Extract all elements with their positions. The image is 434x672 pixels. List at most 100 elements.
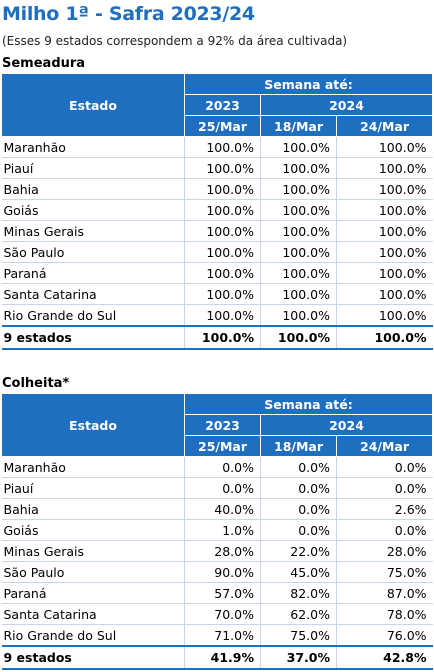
- cell-estado: São Paulo: [1, 241, 185, 263]
- cell-value: 2.6%: [335, 498, 433, 520]
- header-year-2023: 2023: [184, 94, 261, 116]
- cell-value: 100.0%: [184, 262, 261, 284]
- cell-value: 75.0%: [260, 624, 337, 647]
- cell-value: 100.0%: [260, 220, 337, 242]
- cell-value: 100.0%: [335, 283, 433, 305]
- table-total-row: 9 estados 41.9% 37.0% 42.8%: [1, 645, 433, 670]
- table-row: Santa Catarina 70.0% 62.0% 78.0%: [1, 603, 433, 625]
- cell-value: 76.0%: [335, 624, 433, 647]
- header-estado: Estado: [1, 73, 185, 137]
- cell-value: 100.0%: [335, 262, 433, 284]
- cell-value: 100.0%: [184, 283, 261, 305]
- cell-estado: Minas Gerais: [1, 540, 185, 562]
- table-row: Goiás 100.0% 100.0% 100.0%: [1, 199, 433, 221]
- cell-value: 90.0%: [184, 561, 261, 583]
- header-date: 25/Mar: [184, 115, 261, 137]
- cell-value: 100.0%: [335, 178, 433, 200]
- cell-value: 71.0%: [184, 624, 261, 647]
- cell-estado: Maranhão: [1, 136, 185, 158]
- cell-value: 100.0%: [335, 241, 433, 263]
- table-row: São Paulo 100.0% 100.0% 100.0%: [1, 241, 433, 263]
- page-subtitle: (Esses 9 estados correspondem a 92% da á…: [2, 34, 348, 48]
- cell-value: 100.0%: [184, 136, 261, 158]
- cell-value: 100.0%: [335, 325, 433, 350]
- cell-estado: São Paulo: [1, 561, 185, 583]
- section-label-colheita: Colheita*: [2, 376, 70, 391]
- cell-value: 100.0%: [335, 136, 433, 158]
- cell-estado: Piauí: [1, 157, 185, 179]
- cell-value: 57.0%: [184, 582, 261, 604]
- header-date: 25/Mar: [184, 435, 261, 457]
- cell-value: 100.0%: [184, 199, 261, 221]
- cell-value: 100.0%: [184, 325, 261, 350]
- cell-value: 100.0%: [260, 283, 337, 305]
- cell-value: 0.0%: [260, 456, 337, 478]
- table-row: Rio Grande do Sul 71.0% 75.0% 76.0%: [1, 624, 433, 647]
- cell-value: 41.9%: [184, 645, 261, 670]
- cell-value: 100.0%: [184, 157, 261, 179]
- page-title: Milho 1ª - Safra 2023/24: [2, 3, 255, 25]
- table-row: Minas Gerais 28.0% 22.0% 28.0%: [1, 540, 433, 562]
- header-year-2024: 2024: [259, 414, 434, 436]
- cell-value: 100.0%: [260, 325, 337, 350]
- cell-value: 28.0%: [335, 540, 433, 562]
- cell-value: 100.0%: [184, 241, 261, 263]
- table-row: Bahia 100.0% 100.0% 100.0%: [1, 178, 433, 200]
- cell-value: 100.0%: [260, 199, 337, 221]
- cell-value: 45.0%: [260, 561, 337, 583]
- cell-value: 100.0%: [335, 304, 433, 327]
- cell-value: 62.0%: [260, 603, 337, 625]
- table-row: Bahia 40.0% 0.0% 2.6%: [1, 498, 433, 520]
- cell-value: 0.0%: [260, 519, 337, 541]
- cell-value: 100.0%: [335, 220, 433, 242]
- cell-value: 87.0%: [335, 582, 433, 604]
- cell-estado: Maranhão: [1, 456, 185, 478]
- cell-value: 37.0%: [260, 645, 337, 670]
- cell-value: 100.0%: [335, 157, 433, 179]
- header-year-2023: 2023: [184, 414, 261, 436]
- cell-value: 42.8%: [335, 645, 433, 670]
- cell-estado: Goiás: [1, 199, 185, 221]
- table-row: Maranhão 100.0% 100.0% 100.0%: [1, 136, 433, 158]
- header-estado: Estado: [1, 393, 185, 457]
- cell-value: 100.0%: [260, 157, 337, 179]
- cell-estado: 9 estados: [1, 645, 185, 670]
- cell-value: 0.0%: [184, 456, 261, 478]
- section-label-semeadura: Semeadura: [2, 56, 86, 71]
- cell-value: 100.0%: [184, 304, 261, 327]
- header-date: 18/Mar: [260, 435, 337, 457]
- cell-value: 40.0%: [184, 498, 261, 520]
- cell-value: 0.0%: [335, 456, 433, 478]
- cell-value: 0.0%: [335, 519, 433, 541]
- cell-value: 0.0%: [260, 477, 337, 499]
- cell-value: 100.0%: [260, 241, 337, 263]
- cell-value: 22.0%: [260, 540, 337, 562]
- table-row: Rio Grande do Sul 100.0% 100.0% 100.0%: [1, 304, 433, 327]
- cell-value: 100.0%: [260, 178, 337, 200]
- cell-value: 100.0%: [260, 262, 337, 284]
- table-semeadura: Estado Semana até: 2023 2024 25/Mar 18/M…: [1, 73, 434, 350]
- cell-estado: 9 estados: [1, 325, 185, 350]
- header-semana: Semana até:: [183, 393, 434, 415]
- cell-estado: Goiás: [1, 519, 185, 541]
- table-row: Paraná 100.0% 100.0% 100.0%: [1, 262, 433, 284]
- cell-estado: Piauí: [1, 477, 185, 499]
- cell-value: 100.0%: [184, 220, 261, 242]
- cell-estado: Paraná: [1, 262, 185, 284]
- cell-value: 100.0%: [260, 136, 337, 158]
- cell-value: 0.0%: [260, 498, 337, 520]
- cell-value: 100.0%: [184, 178, 261, 200]
- cell-value: 0.0%: [335, 477, 433, 499]
- table-row: Paraná 57.0% 82.0% 87.0%: [1, 582, 433, 604]
- cell-value: 78.0%: [335, 603, 433, 625]
- header-semana: Semana até:: [183, 73, 434, 95]
- header-date: 24/Mar: [335, 435, 434, 457]
- cell-value: 100.0%: [335, 199, 433, 221]
- table-row: Piauí 100.0% 100.0% 100.0%: [1, 157, 433, 179]
- table-row: Minas Gerais 100.0% 100.0% 100.0%: [1, 220, 433, 242]
- cell-estado: Paraná: [1, 582, 185, 604]
- cell-value: 100.0%: [260, 304, 337, 327]
- cell-estado: Bahia: [1, 498, 185, 520]
- cell-estado: Rio Grande do Sul: [1, 304, 185, 327]
- header-date: 18/Mar: [260, 115, 337, 137]
